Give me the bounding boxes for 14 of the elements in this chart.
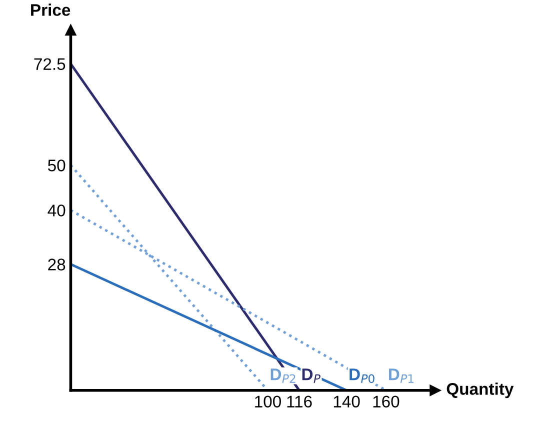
series-label: D$_{P}$ [302,368,320,383]
x-axis-title: Quantity [446,382,514,398]
y-tick-label: 50 [48,160,66,172]
y-tick-label: 40 [48,204,66,216]
x-tick-label: 116 [287,396,312,408]
y-tick-label: 72.5 [34,58,66,70]
y-tick-label: 28 [48,258,66,270]
series-label: D$_{P2}$ [270,368,296,383]
series-label: D$_{P1}$ [389,368,414,383]
x-tick-label: 160 [373,396,400,408]
x-tick-label: 100 [255,396,281,408]
series-label: D$_{P0}$ [350,368,374,384]
y-axis-title: Price [31,4,70,16]
x-tick-label: 140 [334,396,360,408]
